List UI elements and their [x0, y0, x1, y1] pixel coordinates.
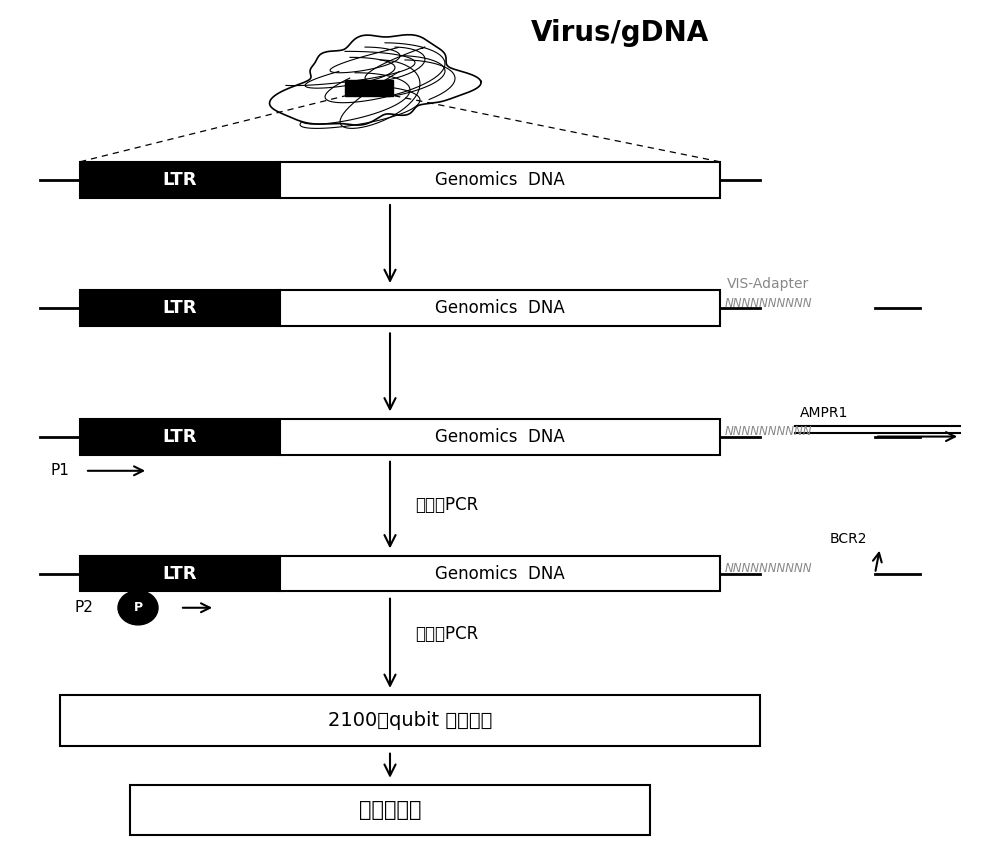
Circle shape: [118, 591, 158, 625]
Text: Genomics  DNA: Genomics DNA: [435, 427, 565, 446]
Text: Genomics  DNA: Genomics DNA: [435, 564, 565, 583]
Text: 第二轪PCR: 第二轪PCR: [415, 625, 478, 644]
Text: 第一轪PCR: 第一轪PCR: [415, 496, 478, 514]
Text: LTR: LTR: [163, 170, 197, 189]
Bar: [280, 290, 720, 326]
Text: P: P: [133, 601, 143, 615]
Text: Genomics  DNA: Genomics DNA: [435, 299, 565, 318]
Text: LTR: LTR: [163, 427, 197, 446]
Bar: [130, 785, 650, 835]
Text: AMPR1: AMPR1: [800, 406, 848, 419]
Bar: [80, 419, 280, 455]
Bar: [80, 556, 280, 591]
Text: P1: P1: [50, 463, 69, 479]
Bar: [280, 419, 720, 455]
Text: BCR2: BCR2: [830, 532, 868, 546]
Text: NNNNNNNNNN: NNNNNNNNNN: [725, 296, 812, 310]
Bar: [280, 162, 720, 198]
Bar: [345, 80, 393, 96]
Bar: [280, 556, 720, 591]
Text: NNNNNNNNNN: NNNNNNNNNN: [725, 562, 812, 575]
Text: VIS-Adapter: VIS-Adapter: [727, 277, 809, 291]
Text: 高通量测序: 高通量测序: [359, 800, 421, 820]
Text: LTR: LTR: [163, 564, 197, 583]
Bar: [80, 162, 280, 198]
Text: 2100，qubit 质控定量: 2100，qubit 质控定量: [328, 711, 492, 730]
Text: NNNNNNNNNN: NNNNNNNNNN: [725, 425, 812, 438]
Text: LTR: LTR: [163, 299, 197, 318]
Bar: [80, 290, 280, 326]
Text: Genomics  DNA: Genomics DNA: [435, 170, 565, 189]
Text: Virus/gDNA: Virus/gDNA: [531, 19, 709, 46]
Text: P2: P2: [75, 600, 94, 615]
Bar: [60, 695, 760, 746]
